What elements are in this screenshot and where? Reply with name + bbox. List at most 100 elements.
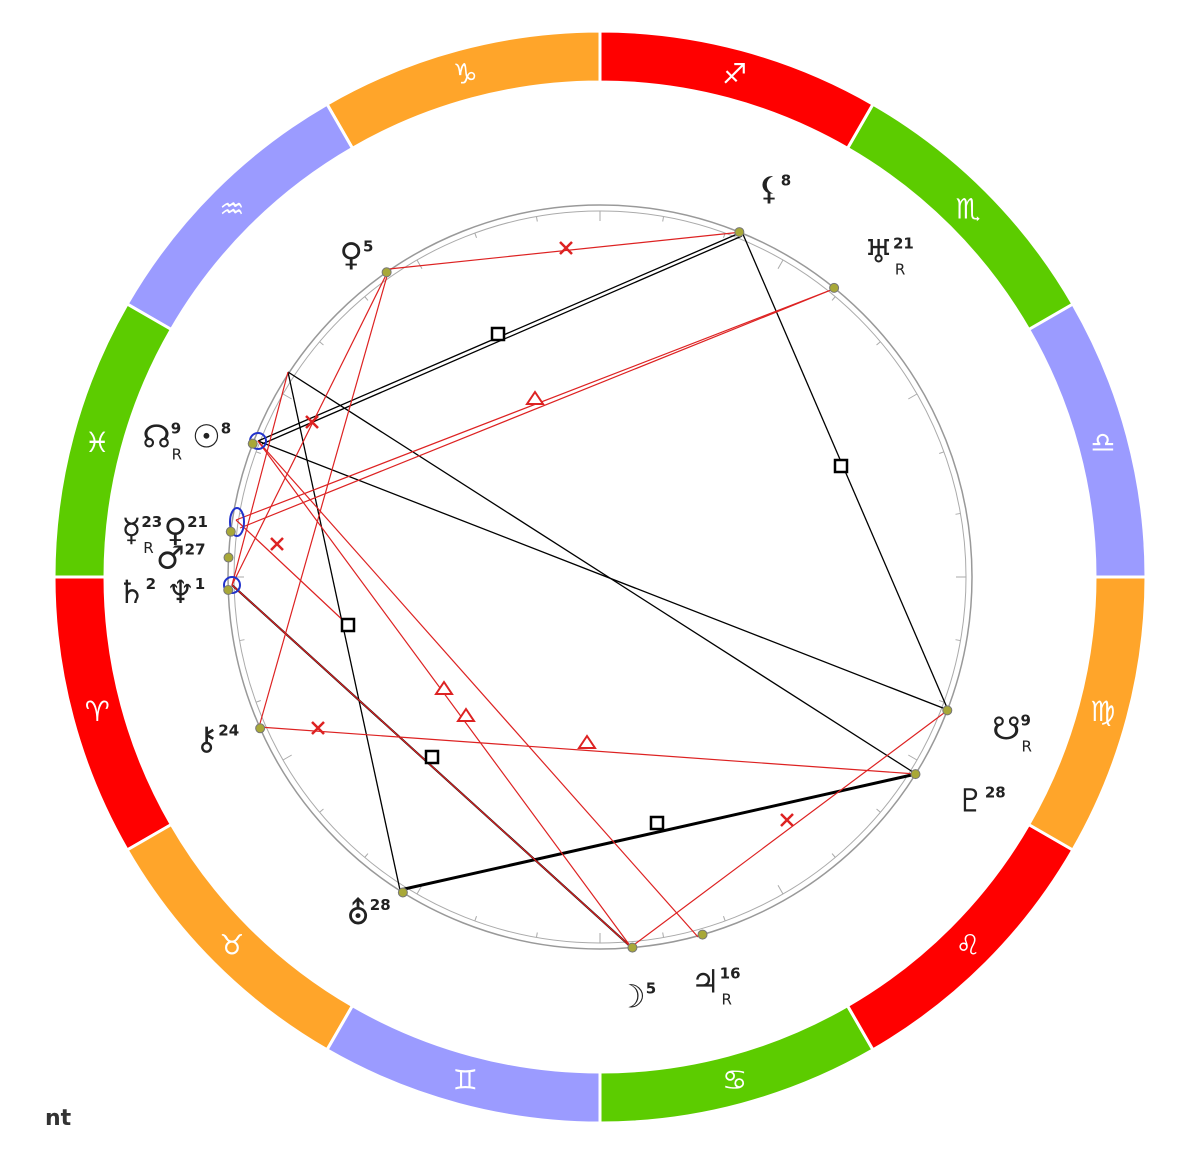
sign-glyph: ♈ [85, 695, 110, 728]
sign-glyph: ♏ [955, 192, 980, 225]
tick [364, 296, 369, 301]
tick [876, 808, 881, 813]
aspect-line [258, 726, 917, 775]
planet-degree: 9 [171, 419, 181, 437]
tick [831, 853, 836, 858]
tick [535, 216, 538, 222]
sign-segment [52, 575, 174, 853]
aspect-line [257, 440, 699, 938]
aspect-line [239, 287, 837, 529]
planets: ♄2 ♆1⚷24⛢28☽5 ♃16 R♇28☋9 R♅21 R⚸8♀5♂27☊9 R ☉8☿2… [117, 170, 1032, 1016]
tick [908, 393, 918, 400]
tick [474, 916, 478, 922]
tick [777, 259, 784, 269]
planet-label: ☋9 R [992, 710, 1032, 756]
planet-glyph: ⚷ [195, 720, 218, 758]
planet-degree: 16 [720, 965, 741, 983]
planet-dot [255, 723, 266, 734]
planet-degree: 8 [221, 419, 231, 437]
tick [474, 232, 478, 238]
planet-label: ⚷24 [195, 720, 239, 758]
trine-symbol [577, 734, 597, 749]
planet-degree: 8 [781, 172, 791, 190]
sign-glyph: ♑ [453, 58, 478, 91]
trine-symbol [456, 707, 476, 722]
sign-segment [52, 301, 174, 579]
tick [319, 808, 324, 813]
retrograde-mark: R [1021, 738, 1031, 756]
planet-label: ♇28 [956, 782, 1006, 820]
square-symbol [833, 458, 849, 474]
planet-glyph: ♆ [166, 573, 195, 611]
tick [319, 341, 324, 346]
planet-dot [627, 942, 638, 953]
planet-label: ☽5 [617, 977, 656, 1015]
aspect-line [231, 371, 289, 586]
planet-glyph: ♀ [340, 235, 363, 273]
ticks [234, 211, 966, 943]
aspect-line [235, 519, 349, 626]
sign-glyph: ♊ [453, 1063, 478, 1096]
tick [662, 932, 665, 938]
aspect-symbols [223, 241, 849, 831]
retrograde-mark: R [895, 261, 905, 279]
retrograde-mark: R [143, 539, 153, 557]
tick [955, 512, 961, 515]
square-symbol [649, 815, 665, 831]
planet-label: ⛢28 [346, 894, 390, 932]
planet-degree: 5 [363, 237, 373, 255]
sign-glyph: ♍ [1090, 695, 1115, 728]
planet-glyph: ♇ [956, 782, 985, 820]
planet-dot [697, 929, 708, 940]
planet-degree: 2 [146, 575, 156, 593]
planet-degree: 1 [195, 575, 205, 593]
planet-label: ☊9 R ☉8 [142, 417, 231, 463]
sign-glyph: ♌ [955, 929, 980, 962]
planet-dot [225, 526, 236, 537]
retrograde-mark: R [722, 991, 732, 1009]
sign-glyph: ♒ [219, 192, 244, 225]
planet-glyph: ☊ [142, 417, 170, 455]
sign-glyph: ♓ [85, 426, 110, 459]
tick [908, 754, 918, 761]
planet-degree: 21 [187, 513, 208, 531]
tick [535, 932, 538, 938]
planet-glyph: ⚸ [757, 170, 780, 208]
sign-glyph: ♎ [1090, 426, 1115, 459]
aspect-line [630, 709, 949, 948]
tick [831, 296, 836, 301]
planet-glyph: ♂ [156, 538, 185, 576]
planet-glyph: ☿ [122, 511, 142, 549]
conjunction-ring [229, 507, 245, 537]
tick [282, 754, 292, 761]
sign-segment [1026, 301, 1148, 579]
planet-degree: 9 [1021, 712, 1031, 730]
sign-glyph: ♋ [722, 1063, 747, 1096]
aspect-line [231, 584, 632, 948]
tick [955, 639, 961, 642]
aspect-line [258, 268, 390, 728]
planet-glyph: ♅ [864, 233, 893, 271]
tick [777, 885, 784, 895]
planet-glyph: ♃ [691, 963, 720, 1001]
aspect-line [287, 371, 917, 775]
sextile-symbol [270, 241, 794, 827]
planet-label: ♀5 [340, 235, 374, 273]
planet-dot [223, 584, 234, 595]
planet-dot [381, 267, 392, 278]
tick [239, 639, 245, 642]
aspect-line [257, 440, 949, 711]
retrograde-mark: R [172, 445, 182, 463]
planet-degree: 21 [893, 235, 914, 253]
planet-label: ♅21 R [864, 233, 914, 279]
sign-glyph: ♐ [722, 58, 747, 91]
square-symbol [490, 326, 506, 342]
planet-label: ♃16 R [691, 963, 741, 1009]
tick [939, 451, 945, 455]
planet-glyph: ☽ [617, 977, 646, 1015]
planet-degree: 5 [646, 979, 656, 997]
tick [282, 393, 292, 400]
rings: ♈ ♉ ♊ ♋ ♌ ♍ ♎ ♏ ♐ ♑ ♒ ♓ [52, 29, 1148, 1125]
planet-degree: 23 [141, 513, 162, 531]
planet-glyph: ♄ [117, 573, 146, 611]
